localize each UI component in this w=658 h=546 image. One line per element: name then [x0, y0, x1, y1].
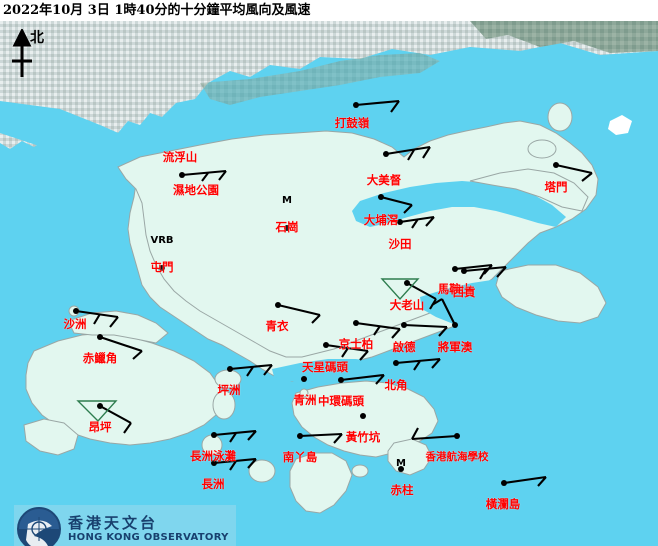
- sai-kung-peninsula: [495, 264, 607, 324]
- station-label-青衣[interactable]: 青衣: [265, 319, 289, 333]
- crescent-island: [608, 115, 632, 135]
- station-label-京士柏[interactable]: 京士柏: [338, 337, 374, 351]
- map-canvas[interactable]: 北 打鼓嶺流浮山濕地公園 大美督塔門大埔滘 M 石崗沙田 VRB 屯門馬鞍山 大老山 西貢沙洲…: [0, 21, 658, 546]
- tolo-harbour: [352, 181, 566, 227]
- station-label-西貢[interactable]: 西貢: [452, 285, 476, 299]
- lamma-island: [289, 452, 353, 514]
- hei-ling-chau-island: [212, 390, 236, 420]
- station-label-長洲[interactable]: 長洲: [201, 477, 225, 491]
- station-flag-赤柱: M: [396, 458, 406, 469]
- station-label-橫瀾島[interactable]: 橫瀾島: [485, 497, 521, 511]
- hko-logo: 香港天文台 HONG KONG OBSERVATORY: [14, 505, 236, 546]
- station-dots: [73, 102, 559, 486]
- station-label-沙田[interactable]: 沙田: [388, 237, 412, 251]
- station-label-屯門[interactable]: 屯門: [150, 260, 174, 274]
- po-toi-outlying: [351, 464, 369, 478]
- wind-barb-layer: [75, 99, 593, 487]
- north-label: 北: [30, 30, 44, 46]
- station-label-赤柱[interactable]: 赤柱: [390, 483, 414, 497]
- station-label-昂坪[interactable]: 昂坪: [88, 420, 112, 434]
- station-label-赤鱲角[interactable]: 赤鱲角: [82, 351, 118, 365]
- station-label-坪洲[interactable]: 坪洲: [217, 383, 241, 397]
- station-label-塔門[interactable]: 塔門: [544, 180, 568, 194]
- deep-bay-water: [0, 101, 150, 171]
- hko-logo-en: HONG KONG OBSERVATORY: [68, 531, 229, 543]
- victoria-harbour: [272, 359, 440, 393]
- outer-island-ne: [547, 102, 573, 132]
- station-label-沙洲[interactable]: 沙洲: [63, 317, 87, 331]
- station-label-大老山[interactable]: 大老山: [389, 298, 425, 312]
- north-arrow: 北: [4, 29, 60, 83]
- hko-logo-icon: [16, 506, 62, 546]
- station-label-中環碼頭[interactable]: 中環碼頭: [318, 394, 364, 408]
- pennant-triangles: [76, 278, 420, 423]
- satellite-mainland-green: [470, 21, 658, 53]
- stanley-peninsula: [387, 438, 433, 476]
- station-label-青洲[interactable]: 青洲: [293, 393, 317, 407]
- station-label-黃竹坑[interactable]: 黃竹坑: [345, 430, 381, 444]
- station-label-天星碼頭[interactable]: 天星碼頭: [302, 360, 348, 374]
- station-label-北角[interactable]: 北角: [384, 378, 408, 392]
- chek-lap-kok: [67, 310, 169, 344]
- tap-mun-island: [527, 139, 557, 159]
- map-graphics: [0, 21, 658, 546]
- station-label-大美督[interactable]: 大美督: [366, 173, 402, 187]
- station-label-大埔滘[interactable]: 大埔滘: [363, 213, 399, 227]
- page-title: 2022年10月 3日 1時40分的十分鐘平均風向及風速: [0, 0, 658, 21]
- shek-kwu-chau-island: [248, 459, 276, 483]
- station-label-長洲泳灘[interactable]: 長洲泳灘: [190, 449, 236, 463]
- station-label-濕地公園[interactable]: 濕地公園: [173, 183, 219, 197]
- station-label-啟德[interactable]: 啟德: [392, 340, 416, 354]
- station-label-打鼓嶺[interactable]: 打鼓嶺: [334, 116, 370, 130]
- green-island: [299, 388, 309, 398]
- station-flag-屯門: VRB: [150, 235, 174, 246]
- station-label-將軍澳[interactable]: 將軍澳: [437, 340, 473, 354]
- station-label-香港航海學校[interactable]: 香港航海學校: [425, 451, 489, 463]
- satellite-mainland: [0, 21, 658, 149]
- plover-cove-peninsula: [469, 168, 589, 212]
- north-arrow-icon: [12, 29, 32, 77]
- south-lantau-tip: [23, 418, 79, 456]
- station-label-馬鞍山[interactable]: 馬鞍山: [437, 282, 473, 296]
- station-label-南丫島[interactable]: 南丫島: [282, 450, 318, 464]
- hko-logo-zh: 香港天文台: [68, 513, 159, 532]
- station-label-石崗[interactable]: 石崗: [275, 220, 299, 234]
- waglan-sea: [470, 473, 524, 505]
- station-label-流浮山[interactable]: 流浮山: [162, 150, 198, 164]
- satellite-vegetation: [200, 53, 440, 105]
- station-flag-石崗: M: [282, 195, 292, 206]
